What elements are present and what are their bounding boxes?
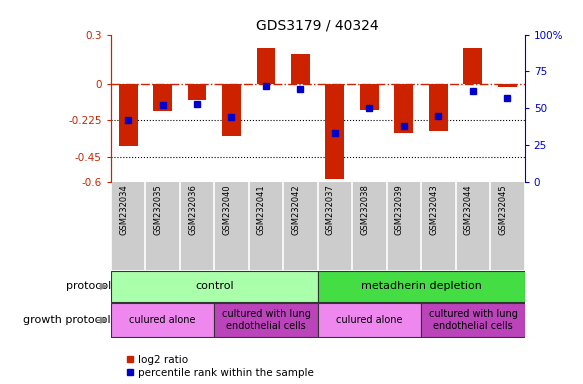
Text: GSM232038: GSM232038 bbox=[360, 184, 370, 235]
Bar bbox=[318, 271, 525, 302]
Legend: log2 ratio, percentile rank within the sample: log2 ratio, percentile rank within the s… bbox=[122, 351, 318, 382]
Bar bbox=[325, 84, 345, 179]
Bar bbox=[188, 84, 206, 100]
Text: GSM232037: GSM232037 bbox=[326, 184, 335, 235]
Text: GSM232044: GSM232044 bbox=[464, 184, 473, 235]
Bar bbox=[463, 48, 483, 84]
Bar bbox=[421, 303, 525, 337]
Text: GSM232043: GSM232043 bbox=[430, 184, 438, 235]
Title: GDS3179 / 40324: GDS3179 / 40324 bbox=[257, 18, 379, 32]
Text: culured alone: culured alone bbox=[336, 315, 403, 325]
Text: protocol: protocol bbox=[65, 281, 111, 291]
Text: GSM232045: GSM232045 bbox=[498, 184, 507, 235]
Bar bbox=[429, 84, 448, 131]
Bar bbox=[214, 303, 318, 337]
Bar bbox=[153, 84, 172, 111]
Bar bbox=[111, 271, 318, 302]
Text: cultured with lung
endothelial cells: cultured with lung endothelial cells bbox=[429, 310, 517, 331]
Bar bbox=[291, 54, 310, 84]
Bar bbox=[318, 303, 421, 337]
Text: GSM232040: GSM232040 bbox=[223, 184, 231, 235]
Text: GSM232039: GSM232039 bbox=[395, 184, 404, 235]
Text: GSM232036: GSM232036 bbox=[188, 184, 197, 235]
Bar bbox=[118, 84, 138, 146]
Text: cultured with lung
endothelial cells: cultured with lung endothelial cells bbox=[222, 310, 310, 331]
Bar bbox=[111, 303, 214, 337]
Bar bbox=[395, 84, 413, 133]
Bar bbox=[257, 48, 276, 84]
Text: control: control bbox=[195, 281, 234, 291]
Text: GSM232034: GSM232034 bbox=[119, 184, 128, 235]
Text: GSM232041: GSM232041 bbox=[257, 184, 266, 235]
Bar bbox=[360, 84, 379, 110]
Text: GSM232042: GSM232042 bbox=[292, 184, 300, 235]
Bar bbox=[222, 84, 241, 136]
Text: growth protocol: growth protocol bbox=[23, 315, 111, 325]
Text: culured alone: culured alone bbox=[129, 315, 196, 325]
Bar bbox=[498, 84, 517, 87]
Text: metadherin depletion: metadherin depletion bbox=[361, 281, 482, 291]
Text: GSM232035: GSM232035 bbox=[153, 184, 163, 235]
